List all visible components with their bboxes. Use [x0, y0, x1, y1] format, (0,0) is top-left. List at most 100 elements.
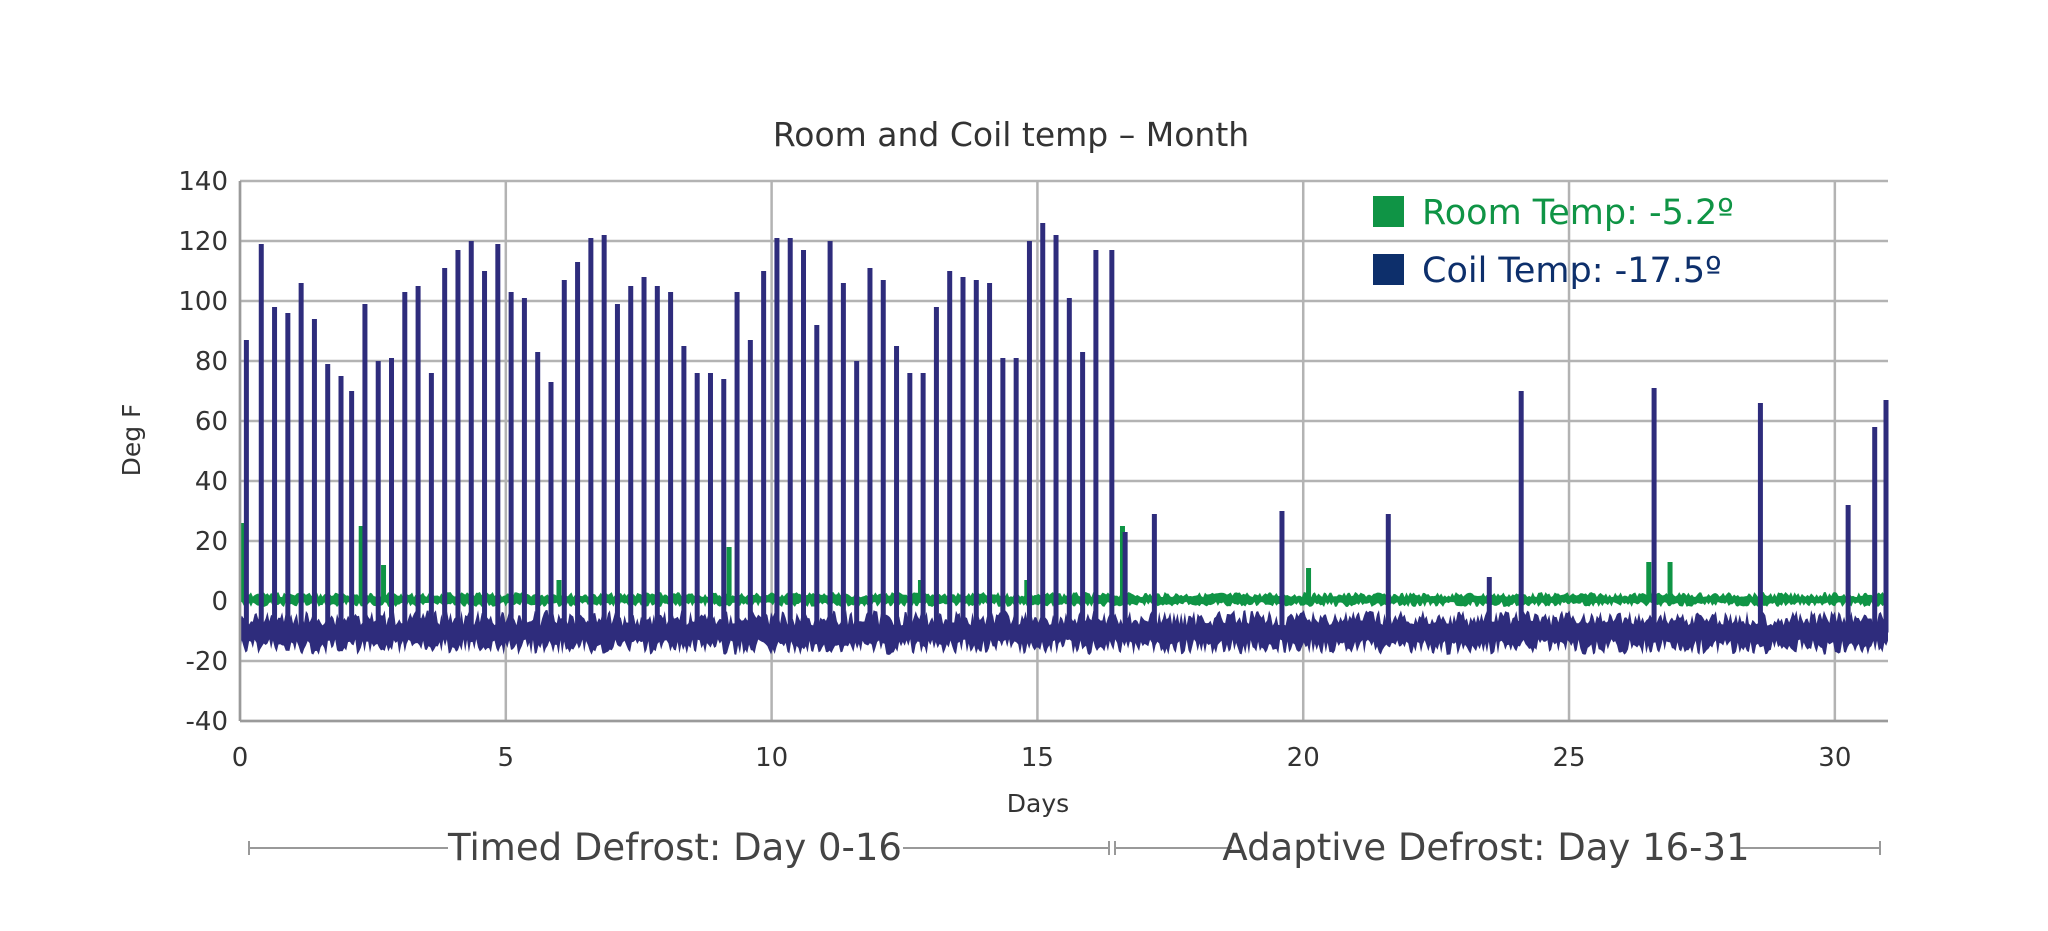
spike — [1385, 514, 1391, 633]
y-tick-label: 140 — [178, 167, 228, 197]
spike — [548, 382, 554, 633]
spike — [614, 304, 620, 633]
y-axis-ticks: 140 120 100 80 60 40 20 0 -20 -40 — [178, 167, 228, 737]
y-tick-label: 60 — [195, 407, 228, 437]
spike — [325, 364, 331, 633]
spike — [508, 292, 514, 633]
y-tick-label: -20 — [186, 647, 228, 677]
spike — [442, 268, 448, 633]
spike — [747, 340, 753, 633]
spike — [535, 352, 541, 633]
spike — [1872, 427, 1878, 633]
phase2-label: Adaptive Defrost: Day 16-31 — [1222, 826, 1749, 869]
axes — [238, 181, 1888, 723]
spike — [1667, 562, 1673, 600]
y-tick-label: 20 — [195, 527, 228, 557]
chart-title: Room and Coil temp – Month — [773, 115, 1249, 154]
spike — [402, 292, 408, 633]
spike — [240, 523, 246, 600]
spike — [521, 298, 527, 633]
spike — [243, 340, 249, 633]
spike — [482, 271, 488, 633]
spike — [641, 277, 647, 633]
spike — [726, 547, 732, 600]
y-tick-label: 40 — [195, 467, 228, 497]
y-tick-label: 100 — [178, 287, 228, 317]
spike — [654, 286, 660, 633]
spike — [721, 379, 727, 633]
spike — [1040, 223, 1046, 633]
spike — [933, 307, 939, 633]
spike — [840, 283, 846, 633]
spike — [428, 373, 434, 633]
x-tick-label: 5 — [498, 743, 515, 773]
x-tick-label: 10 — [755, 743, 788, 773]
spike — [1053, 235, 1059, 633]
spike — [1024, 580, 1030, 600]
spike — [628, 286, 634, 633]
spike — [867, 268, 873, 633]
y-axis-label: Deg F — [117, 404, 146, 477]
x-axis-ticks: 0 5 10 15 20 25 30 — [232, 743, 1852, 773]
spike — [854, 361, 860, 633]
spike — [349, 391, 355, 633]
spike — [1883, 400, 1889, 633]
spike — [1026, 241, 1032, 633]
legend-swatch-coil — [1373, 254, 1404, 285]
x-tick-label: 30 — [1818, 743, 1851, 773]
x-tick-label: 0 — [232, 743, 249, 773]
spike — [694, 373, 700, 633]
spike — [468, 241, 474, 633]
spike — [1651, 388, 1657, 633]
x-tick-label: 20 — [1287, 743, 1320, 773]
spike — [285, 313, 291, 633]
spike — [920, 373, 926, 633]
spike — [561, 280, 567, 633]
y-tick-label: -40 — [186, 707, 228, 737]
spike — [973, 280, 979, 633]
spike — [495, 244, 501, 633]
y-tick-label: 0 — [211, 587, 228, 617]
spike — [1066, 298, 1072, 633]
spike — [358, 526, 364, 600]
spike — [1279, 511, 1285, 633]
legend-label-room: Room Temp: -5.2º — [1422, 193, 1734, 233]
spike — [880, 280, 886, 633]
spike — [1122, 532, 1128, 633]
x-axis-label: Days — [1007, 789, 1069, 818]
spike — [960, 277, 966, 633]
spike — [258, 244, 264, 633]
spike — [668, 292, 674, 633]
spike — [1518, 391, 1524, 633]
spike — [1151, 514, 1157, 633]
spike — [894, 346, 900, 633]
spike — [311, 319, 317, 633]
spike — [814, 325, 820, 633]
spike — [707, 373, 713, 633]
spike — [389, 358, 395, 633]
spike — [588, 238, 594, 633]
spike — [1845, 505, 1851, 633]
spike — [787, 238, 793, 633]
x-tick-label: 15 — [1021, 743, 1054, 773]
spike — [947, 271, 953, 633]
spike — [338, 376, 344, 633]
spike — [1080, 352, 1086, 633]
series-coil-temp — [240, 223, 1889, 655]
spike — [1119, 526, 1125, 600]
x-tick-label: 25 — [1552, 743, 1585, 773]
spike — [1013, 358, 1019, 633]
y-tick-label: 80 — [195, 347, 228, 377]
spike — [1486, 577, 1492, 633]
series-room-temp — [240, 523, 1888, 607]
legend-swatch-room — [1373, 196, 1404, 227]
legend-label-coil: Coil Temp: -17.5º — [1422, 251, 1722, 291]
spike — [827, 241, 833, 633]
spike — [575, 262, 581, 633]
spike — [375, 361, 381, 633]
spike — [987, 283, 993, 633]
spike — [917, 580, 923, 600]
spike — [1306, 568, 1312, 600]
spike — [681, 346, 687, 633]
